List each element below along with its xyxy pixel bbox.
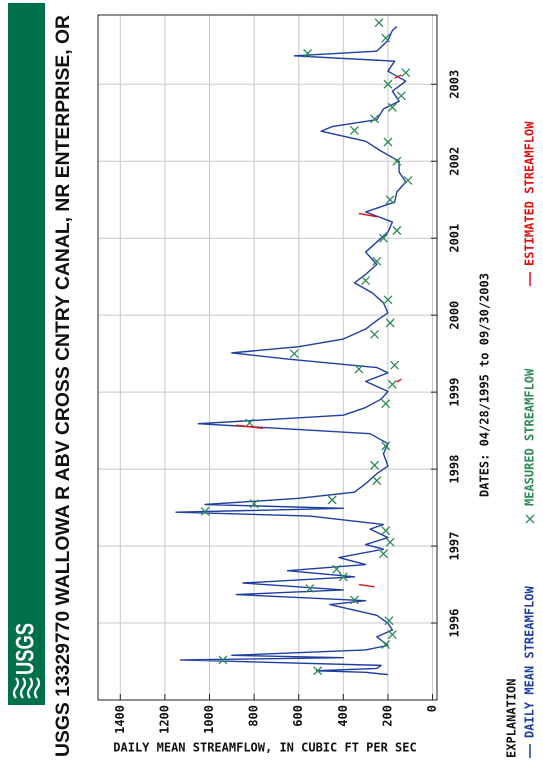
measured-point [403, 176, 413, 185]
measured-point [370, 460, 380, 470]
measured-point [390, 360, 400, 370]
measured-point [381, 399, 391, 409]
y-tick-label: 0 [425, 705, 439, 712]
measured-point [289, 349, 299, 359]
measured-point [245, 418, 255, 428]
logo: USGS [12, 623, 40, 675]
measured-point [392, 156, 402, 166]
measured-point [379, 549, 388, 559]
x-tick-label: 2001 [448, 224, 462, 253]
measured-point [401, 68, 411, 78]
x-tick-label: 1999 [448, 378, 462, 407]
measured-point [374, 18, 384, 28]
x-tick-label: 2002 [448, 147, 462, 176]
measured-point [392, 226, 402, 235]
x-tick-label: 1998 [448, 455, 462, 484]
x-axis-label: DATES: 04/28/1995 to 09/30/2003 [478, 273, 492, 497]
chart-title: USGS 13329770 WALLOWA R ABV CROSS CNTRY … [53, 15, 74, 757]
measured-point [305, 583, 315, 593]
series-line [175, 26, 407, 676]
measured-point [381, 526, 391, 536]
measured-point [381, 33, 391, 43]
legend-label: MEASURED STREAMFLOW [523, 368, 537, 506]
plot-frame [97, 14, 438, 701]
measured-point [350, 595, 359, 605]
legend-title: EXPLANATION [505, 679, 519, 758]
measured-point [383, 137, 393, 147]
measured-point [387, 630, 397, 640]
legend-label: ESTIMATED STREAMFLOW [523, 121, 537, 266]
y-tick-label: 1400 [113, 705, 127, 734]
measured-point [383, 79, 393, 89]
measured-point [381, 640, 391, 650]
measured-point [313, 666, 323, 676]
measured-point [396, 91, 406, 101]
measured-point [379, 233, 388, 243]
measured-point [370, 329, 380, 339]
y-tick-label: 200 [380, 705, 394, 727]
measured-point [385, 318, 395, 328]
measured-point [303, 49, 313, 58]
series-line [236, 74, 402, 588]
measured-point [338, 572, 348, 582]
measured-point [383, 295, 393, 305]
y-tick-label: 1000 [202, 705, 216, 734]
x-tick-label: 2000 [448, 301, 462, 330]
measured-point [385, 537, 395, 547]
measured-point [372, 256, 382, 266]
measured-point [354, 364, 364, 374]
measured-point [384, 616, 394, 626]
measured-point [200, 506, 210, 516]
legend-label: DAILY MEAN STREAMFLOW [523, 586, 537, 738]
measured-point [381, 441, 391, 451]
y-axis-label: DAILY MEAN STREAMFLOW, IN CUBIC FT PER S… [113, 741, 416, 755]
x-tick-label: 2003 [448, 70, 462, 99]
y-tick-label: 600 [291, 705, 305, 727]
measured-point [387, 102, 397, 112]
header-band [8, 3, 45, 705]
measured-point [249, 499, 259, 509]
x-tick-label: 1996 [448, 609, 462, 638]
measured-point [218, 655, 228, 665]
measured-point [387, 379, 397, 389]
y-tick-label: 1200 [157, 705, 171, 734]
logo-waves [12, 677, 41, 699]
x-tick-label: 1997 [448, 532, 462, 561]
rotated-chart: USGS USGS 13329770 WALLOWA R ABV CROSS C… [8, 3, 537, 758]
measured-point [370, 114, 380, 124]
y-tick-label: 400 [336, 705, 350, 727]
measured-point [327, 495, 337, 505]
measured-point [361, 276, 371, 285]
legend-marker [525, 514, 535, 524]
measured-point [332, 564, 342, 574]
y-tick-label: 800 [247, 705, 261, 727]
measured-point [372, 476, 382, 486]
measured-point [350, 125, 359, 135]
measured-point [385, 195, 395, 205]
